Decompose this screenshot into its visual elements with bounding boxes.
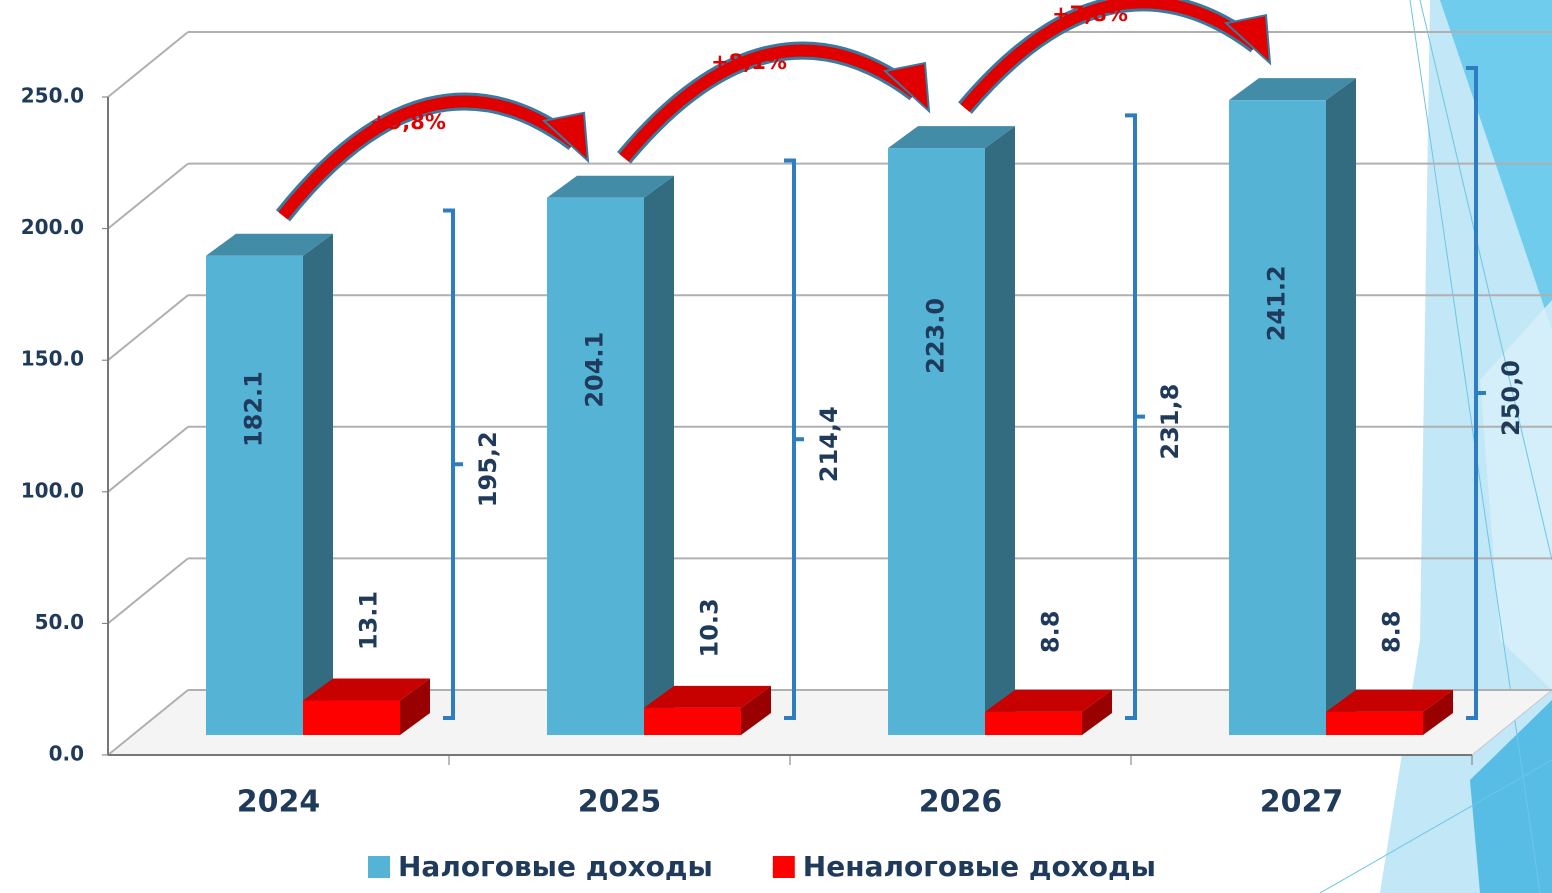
bar xyxy=(1229,100,1326,735)
legend-label: Неналоговые доходы xyxy=(803,850,1156,883)
x-tick-label: 2026 xyxy=(919,785,1003,820)
grid-line xyxy=(108,295,188,360)
bar-side xyxy=(985,126,1015,735)
total-bracket xyxy=(784,161,804,718)
value-label: 241.2 xyxy=(1263,265,1291,341)
bar-3d xyxy=(888,126,1015,735)
value-label: 8.8 xyxy=(1378,611,1406,654)
total-label: 195,2 xyxy=(474,431,502,507)
y-tick-label: 200.0 xyxy=(21,215,84,239)
bar xyxy=(303,701,400,735)
value-label: 13.1 xyxy=(355,591,383,650)
total-label: 214,4 xyxy=(815,406,843,482)
legend-swatch xyxy=(773,856,795,878)
x-tick-label: 2025 xyxy=(578,785,662,820)
bar-side xyxy=(1326,78,1356,735)
growth-label: +7,8% xyxy=(1052,2,1128,26)
value-label: 10.3 xyxy=(696,598,724,657)
bar-3d xyxy=(206,234,333,735)
y-tick-label: 150.0 xyxy=(21,347,84,371)
bar xyxy=(206,256,303,735)
bar xyxy=(985,712,1082,735)
value-label: 204.1 xyxy=(581,332,609,408)
bar-3d xyxy=(303,679,430,735)
total-label: 231,8 xyxy=(1156,384,1184,460)
growth-label: +8,1% xyxy=(711,50,787,74)
y-tick-label: 0.0 xyxy=(49,742,84,766)
total-bracket xyxy=(443,210,463,718)
growth-label: +9,8% xyxy=(370,110,446,134)
value-label: 182.1 xyxy=(240,371,268,447)
x-tick-label: 2027 xyxy=(1260,785,1344,820)
grid-line xyxy=(108,164,188,229)
bar-side xyxy=(303,234,333,735)
bar xyxy=(547,198,644,735)
bar-3d xyxy=(1229,78,1356,735)
legend-label: Налоговые доходы xyxy=(398,850,713,883)
bar xyxy=(644,708,741,735)
bar xyxy=(1326,712,1423,735)
bar xyxy=(888,148,985,735)
grid-line xyxy=(108,32,188,97)
y-tick-label: 250.0 xyxy=(21,84,84,108)
y-tick-label: 50.0 xyxy=(35,610,84,634)
total-label: 250,0 xyxy=(1497,360,1525,436)
legend-swatch xyxy=(368,856,390,878)
bar-side xyxy=(644,176,674,735)
bar-3d xyxy=(547,176,674,735)
x-tick-label: 2024 xyxy=(237,785,321,820)
total-bracket xyxy=(1125,115,1145,718)
chart: 0.0 50.0 100.0 150.0 200.0 250.0 2024 182.1 13.1… xyxy=(0,0,1552,893)
grid-line xyxy=(108,427,188,492)
value-label: 223.0 xyxy=(922,298,950,374)
grid-line xyxy=(108,558,188,623)
value-label: 8.8 xyxy=(1037,611,1065,654)
y-tick-label: 100.0 xyxy=(21,478,84,502)
